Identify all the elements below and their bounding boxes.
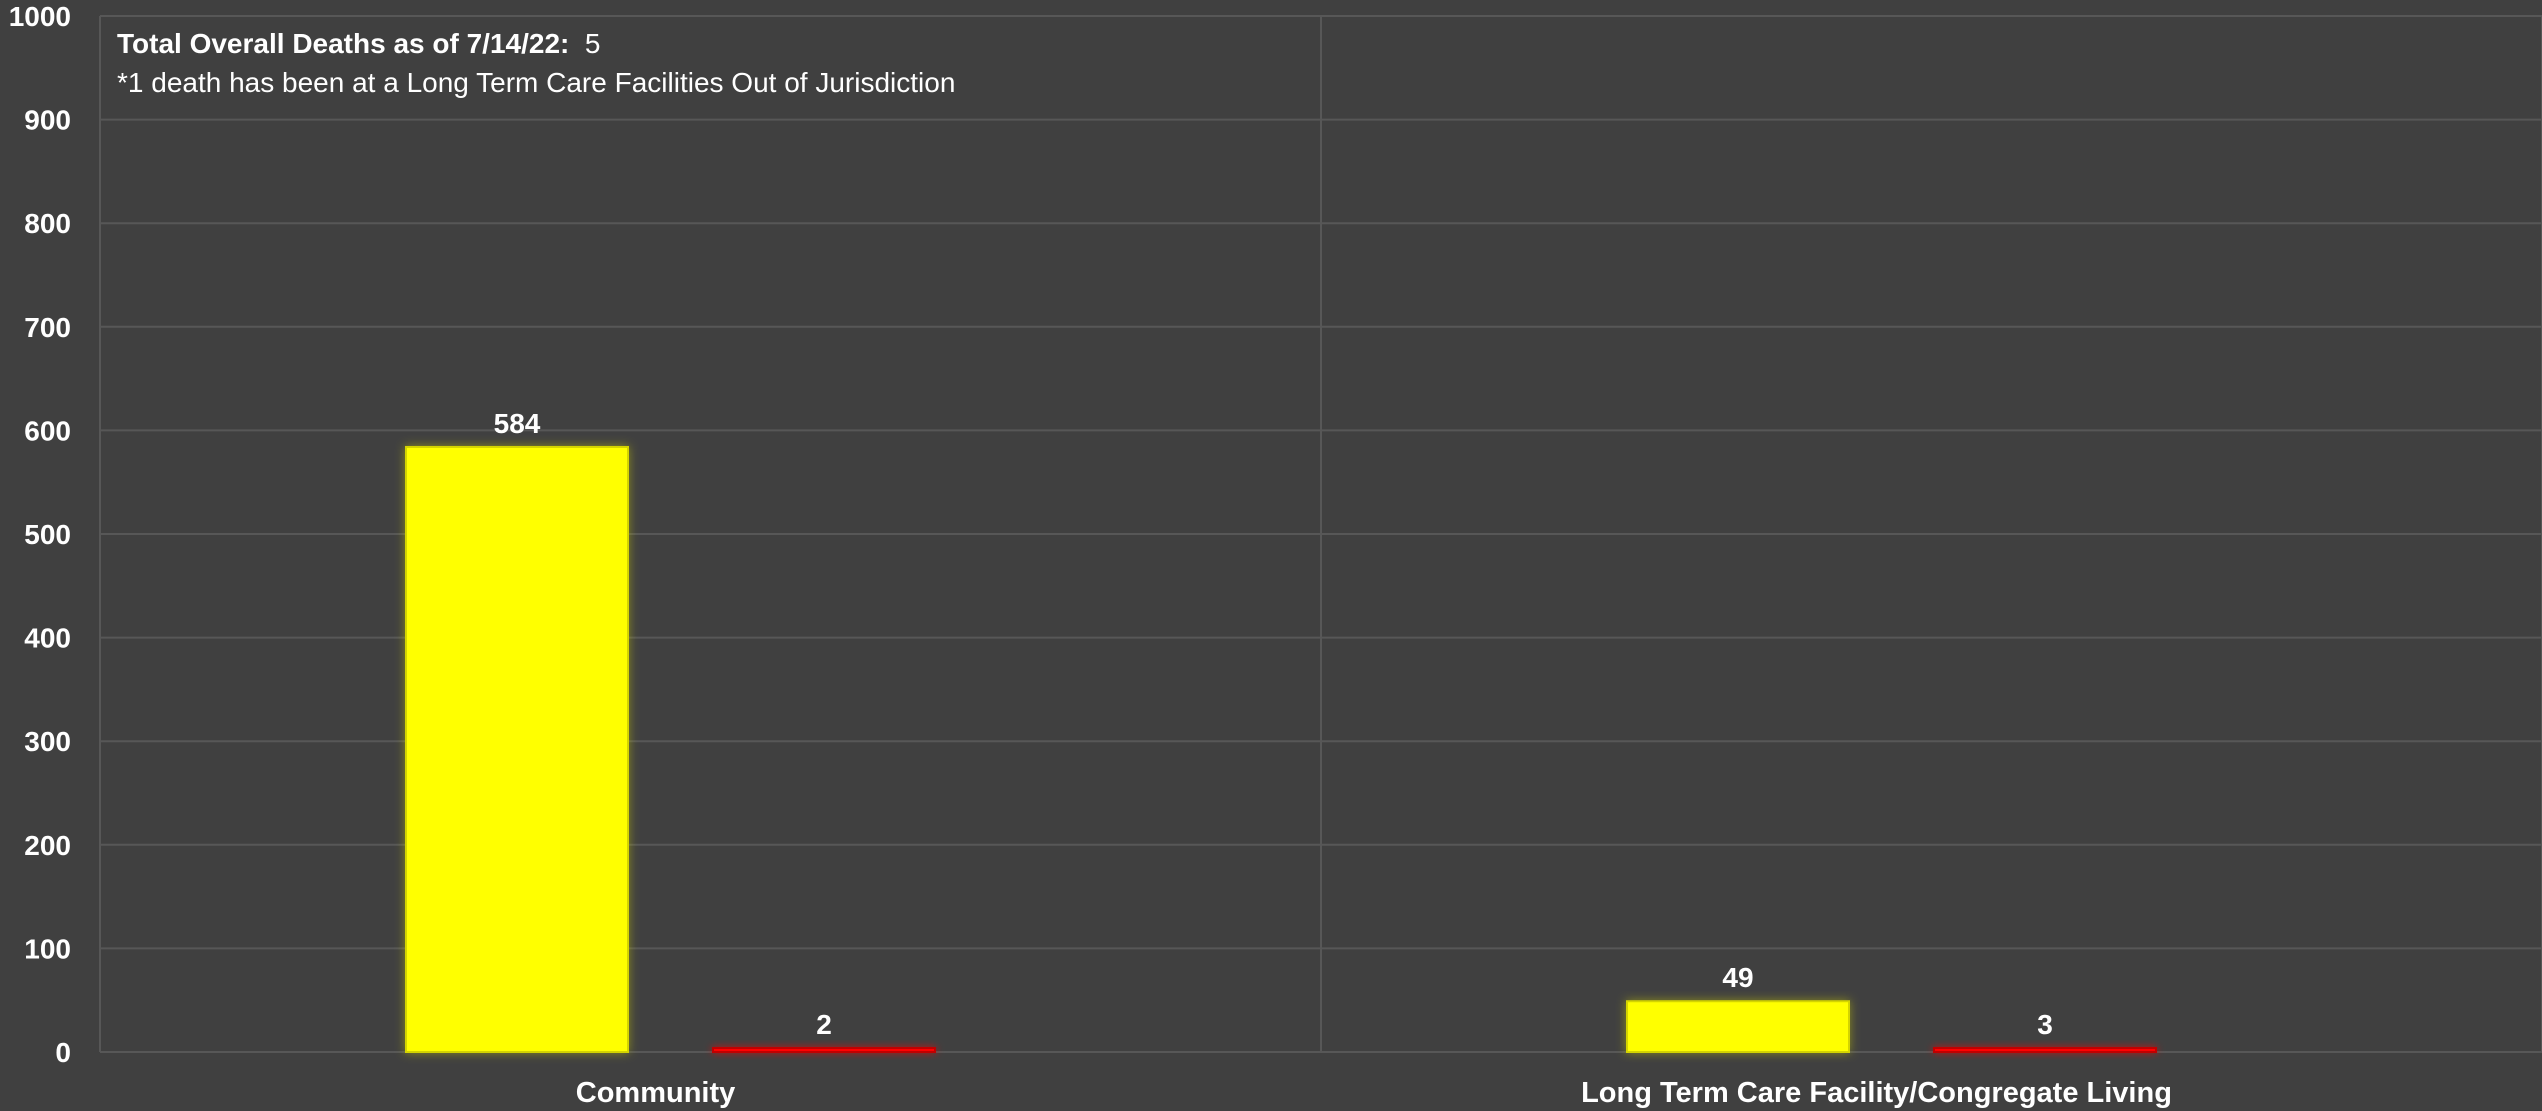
bars: [405, 445, 2157, 1054]
y-tick-label: 800: [24, 208, 71, 239]
y-tick-label: 500: [24, 519, 71, 550]
x-category-label: Community: [576, 1077, 736, 1109]
bar-long-term-care-facility-congregate-living-1: [1933, 1047, 2157, 1053]
y-tick-label: 300: [24, 726, 71, 757]
x-axis: Community Long Term Care Facility/Congreg…: [576, 1077, 2172, 1109]
y-tick-label: 200: [24, 830, 71, 861]
x-category-label: Long Term Care Facility/Congregate Livin…: [1581, 1077, 2172, 1109]
y-axis: 0 100 200 300 400 500 600 700 800 900 1000: [9, 1, 71, 1068]
y-tick-label: 700: [24, 312, 71, 343]
y-tick-label: 0: [55, 1037, 71, 1068]
y-tick-label: 400: [24, 623, 71, 654]
y-tick-label: 900: [24, 105, 71, 136]
total-deaths-annotation: Total Overall Deaths as of 7/14/22: 5: [117, 28, 600, 60]
y-tick-label: 1000: [9, 1, 71, 32]
bar-community-1: [712, 1047, 936, 1053]
bar-community-0: [405, 445, 629, 1053]
total-deaths-value: 5: [584, 28, 601, 59]
footnote: *1 death has been at a Long Term Care Fa…: [117, 67, 956, 98]
data-label: 584: [494, 408, 541, 439]
total-deaths-label: Total Overall Deaths as of 7/14/22:: [117, 28, 570, 59]
data-labels: 584 2 49 3: [494, 408, 2053, 1040]
data-label: 2: [816, 1009, 832, 1040]
y-tick-label: 600: [24, 415, 71, 446]
y-tick-label: 100: [24, 933, 71, 964]
data-label: 3: [2037, 1009, 2053, 1040]
data-label: 49: [1722, 962, 1753, 993]
bar-long-term-care-facility-congregate-living-0: [1626, 1000, 1850, 1054]
